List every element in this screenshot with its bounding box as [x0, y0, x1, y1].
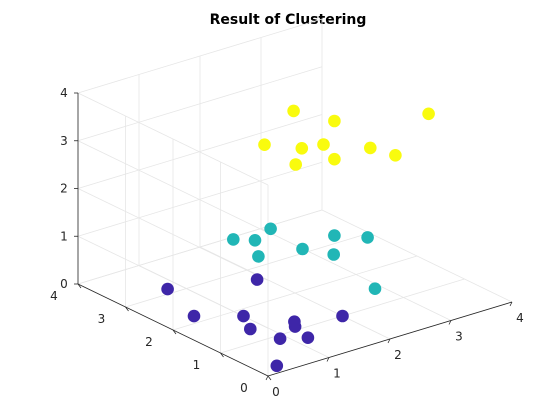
grid-line [77, 114, 323, 189]
y-tick-label: 1 [193, 358, 201, 372]
cluster-1-point [187, 309, 201, 323]
cluster-3-point [287, 104, 300, 118]
grid-line [77, 235, 269, 329]
cluster-1-point [270, 359, 284, 373]
grid-line [125, 232, 370, 308]
cluster-2-point [227, 233, 240, 246]
x-tick-mark [509, 301, 513, 307]
grid-line [77, 140, 269, 234]
z-tick-label: 1 [60, 229, 68, 243]
cluster-1-point [301, 331, 315, 345]
x-tick-label: 0 [272, 385, 280, 399]
chart-points [161, 104, 435, 373]
y-tick-label: 2 [145, 335, 153, 349]
cluster-1-point [161, 282, 174, 296]
cluster-2-point [368, 282, 382, 296]
cluster-3-point [422, 107, 435, 121]
cluster-1-point [244, 322, 257, 336]
chart-axes [74, 92, 513, 381]
grid-line [77, 188, 269, 281]
y-tick-label: 3 [98, 312, 106, 326]
y-tick-mark [220, 352, 224, 358]
grid-line [77, 92, 269, 186]
chart-title: Result of Clustering [210, 12, 367, 28]
grid-line [77, 18, 323, 94]
cluster-2-point [264, 222, 277, 236]
cluster-1-point [237, 309, 250, 323]
cluster-3-point [364, 141, 377, 155]
cluster-2-point [328, 229, 341, 242]
cluster-1-point [273, 332, 287, 346]
cluster-3-point [328, 152, 341, 166]
y-tick-label: 0 [240, 381, 248, 395]
x-tick-label: 2 [394, 348, 402, 362]
y-tick-mark [77, 283, 82, 289]
cluster-3-point [328, 114, 341, 128]
grid-line [77, 209, 323, 285]
cluster-3-point [258, 138, 271, 151]
y-tick-mark [172, 329, 177, 335]
cluster-3-point [295, 142, 309, 155]
y-tick-label: 4 [50, 289, 58, 303]
cluster-1-point [336, 309, 349, 323]
cluster-3-point [389, 149, 402, 162]
z-tick-label: 2 [60, 182, 68, 196]
cluster-2-point [252, 250, 265, 263]
z-tick-label: 3 [60, 134, 68, 148]
cluster-3-point [317, 138, 330, 151]
x-tick-mark [326, 357, 330, 362]
x-tick-mark [387, 338, 391, 344]
z-tick-label: 0 [60, 277, 68, 291]
cluster-2-point [296, 242, 309, 256]
y-tick-mark [125, 306, 129, 312]
cluster-2-point [248, 234, 262, 247]
x-tick-label: 4 [516, 311, 524, 325]
x-tick-label: 1 [333, 367, 341, 381]
grid-line [172, 255, 418, 331]
grid-line [77, 66, 323, 142]
y-tick-mark [267, 375, 272, 381]
x-tick-mark [448, 320, 452, 325]
cluster-1-point [288, 315, 301, 329]
cluster-2-point [327, 248, 341, 261]
x-tick-label: 3 [455, 330, 463, 344]
cluster-3-point [289, 158, 303, 171]
z-tick-label: 4 [60, 86, 68, 100]
grid-line [77, 161, 323, 237]
cluster-1-point [250, 273, 264, 286]
x-tick-mark [265, 375, 269, 381]
cluster-2-point [361, 231, 374, 244]
